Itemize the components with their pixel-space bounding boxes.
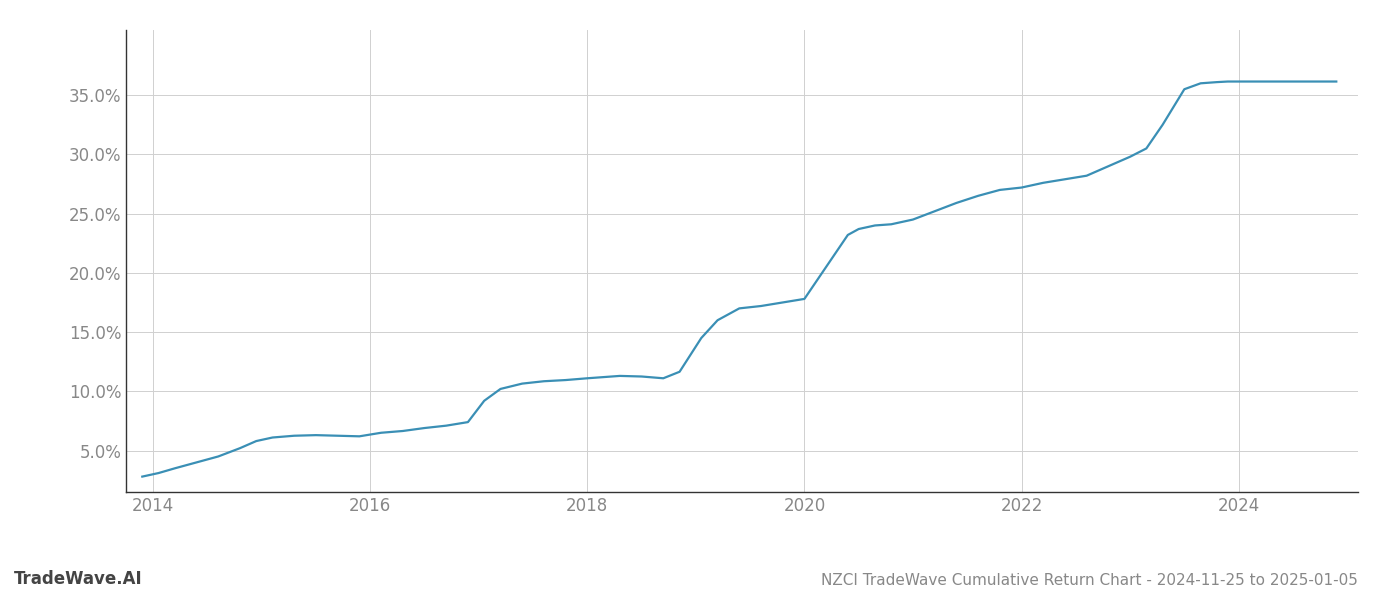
Text: NZCI TradeWave Cumulative Return Chart - 2024-11-25 to 2025-01-05: NZCI TradeWave Cumulative Return Chart -… — [822, 573, 1358, 588]
Text: TradeWave.AI: TradeWave.AI — [14, 570, 143, 588]
